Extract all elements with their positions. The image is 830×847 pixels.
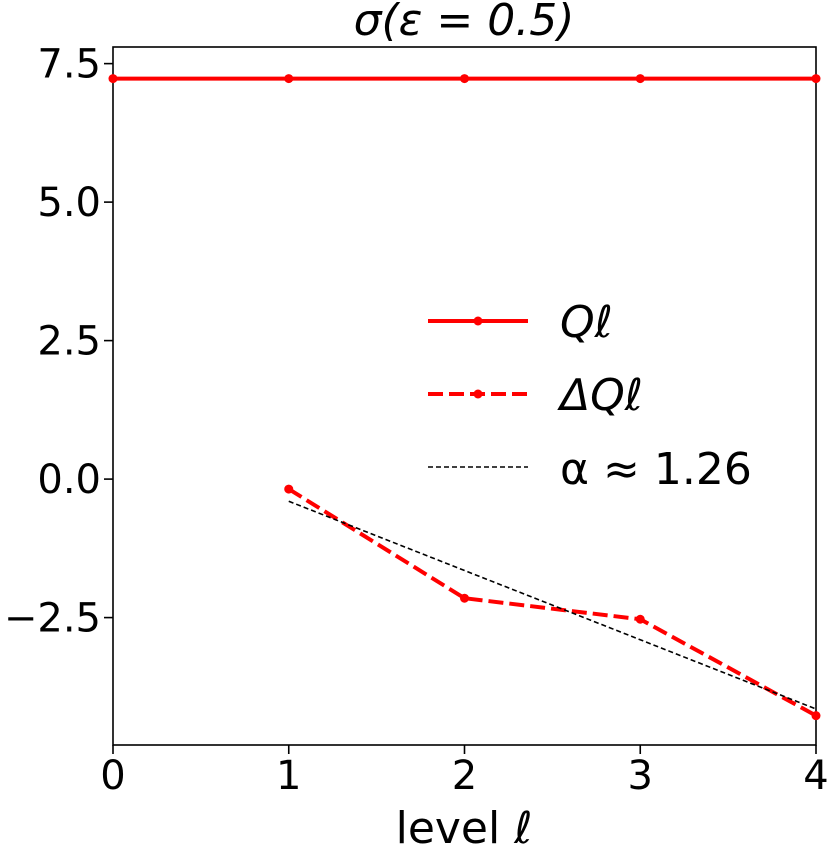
y-tick-label: 5.0 (37, 180, 101, 226)
x-axis-ticks: 0 1 2 3 4 (100, 745, 829, 799)
plot-frame (112, 46, 817, 746)
legend: Qℓ ΔQℓ α ≈ 1.26 (428, 297, 752, 495)
legend-marker-q (473, 316, 483, 326)
series-1-point (811, 711, 821, 721)
legend-label-dq: ΔQℓ (557, 370, 643, 421)
legend-marker-dq (473, 389, 483, 399)
series-0-point (635, 74, 645, 84)
series-0-point (284, 74, 294, 84)
series-1-point (460, 593, 469, 603)
series-0-point (460, 74, 469, 84)
x-tick-label: 4 (803, 753, 828, 799)
y-tick-label: −2.5 (4, 596, 101, 642)
x-tick-label: 2 (452, 753, 477, 799)
series-layer (108, 74, 821, 721)
y-tick-label: 2.5 (37, 319, 101, 365)
series-1-point (635, 614, 645, 624)
series-0-point (811, 74, 821, 84)
x-tick-label: 1 (276, 753, 301, 799)
y-tick-label: 7.5 (37, 42, 101, 88)
series-line-1 (287, 487, 817, 718)
legend-label-q: Qℓ (560, 297, 613, 348)
y-axis-ticks: 7.5 5.0 2.5 0.0 −2.5 (4, 42, 113, 642)
series-line-2 (288, 500, 817, 710)
x-tick-label: 0 (100, 753, 125, 799)
series-1-point (284, 484, 294, 494)
chart-title: σ(ε = 0.5) (354, 0, 575, 46)
series-0-point (108, 74, 118, 84)
x-tick-label: 3 (628, 753, 653, 799)
y-tick-label: 0.0 (37, 457, 101, 503)
x-axis-label: level ℓ (396, 803, 533, 847)
legend-label-alpha: α ≈ 1.26 (560, 444, 752, 495)
